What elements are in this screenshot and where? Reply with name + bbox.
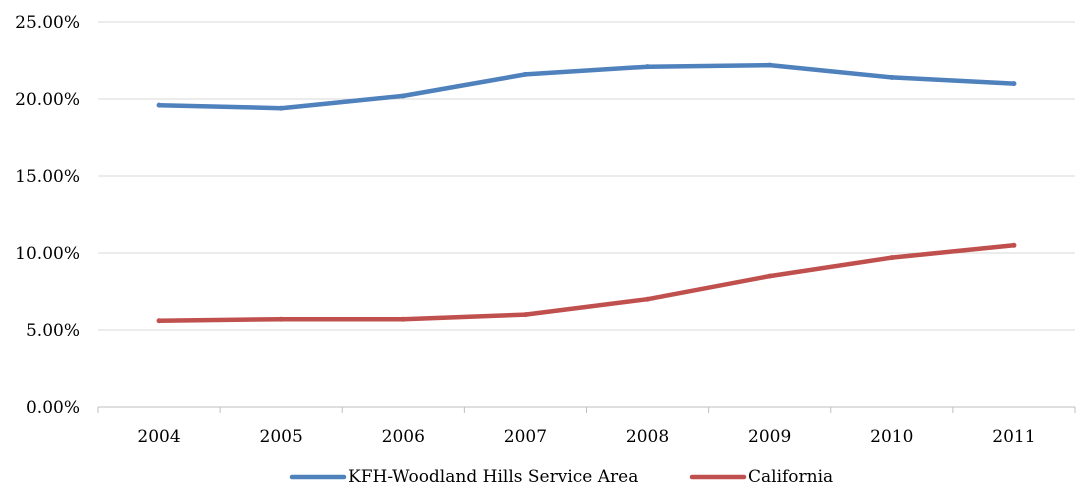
legend-label: California	[748, 467, 833, 487]
data-point	[278, 316, 284, 322]
x-tick-label: 2010	[870, 427, 913, 447]
x-axis: 2004 2005 2006 2007 2008 2009 2010 2011	[97, 407, 1076, 447]
data-point	[278, 105, 284, 111]
y-axis: 0.00% 5.00% 10.00% 15.00% 20.00% 25.00%	[15, 13, 80, 418]
x-tick-label: 2005	[260, 427, 303, 447]
data-point	[522, 71, 528, 77]
data-point	[400, 316, 406, 322]
data-point	[645, 296, 651, 302]
data-point	[156, 318, 162, 324]
data-point	[767, 273, 773, 279]
data-point	[400, 93, 406, 99]
y-tick-label: 15.00%	[15, 167, 80, 187]
series-line-1	[156, 243, 1017, 324]
series-lines	[156, 62, 1017, 324]
x-tick-label: 2007	[504, 427, 547, 447]
data-point	[1011, 242, 1017, 248]
data-point	[889, 74, 895, 80]
y-tick-label: 25.00%	[15, 13, 80, 33]
data-point	[889, 255, 895, 261]
data-point	[1011, 81, 1017, 87]
x-tick-label: 2011	[992, 427, 1035, 447]
y-tick-label: 5.00%	[26, 321, 80, 341]
y-tick-label: 20.00%	[15, 90, 80, 110]
series-line-0	[156, 62, 1017, 111]
legend: KFH-Woodland Hills Service Area Californi…	[289, 467, 833, 487]
legend-label: KFH-Woodland Hills Service Area	[348, 467, 638, 487]
data-point	[767, 62, 773, 68]
x-tick-label: 2009	[748, 427, 791, 447]
data-point	[645, 64, 651, 70]
gridlines	[98, 21, 1075, 408]
x-tick-label: 2004	[137, 427, 180, 447]
data-point	[156, 102, 162, 108]
data-point	[522, 312, 528, 318]
x-tick-label: 2006	[382, 427, 425, 447]
x-tick-label: 2008	[626, 427, 669, 447]
y-tick-label: 10.00%	[15, 244, 80, 264]
y-tick-label: 0.00%	[26, 398, 80, 418]
